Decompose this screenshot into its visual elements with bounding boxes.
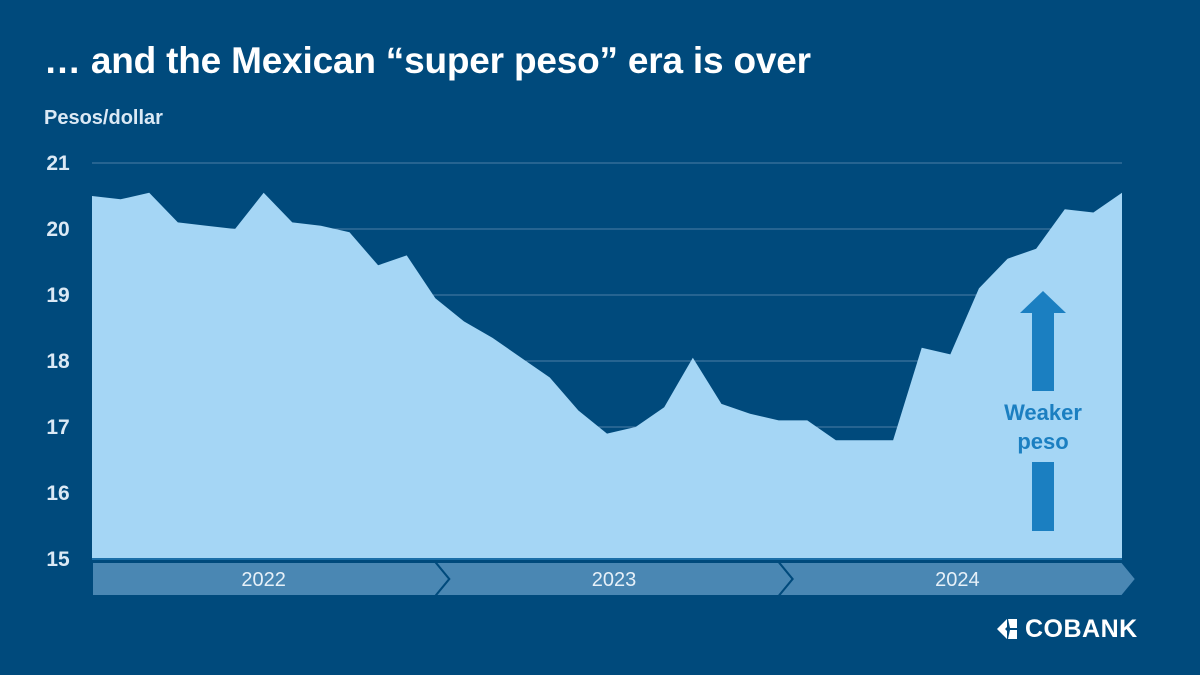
y-tick-label: 17: [46, 416, 69, 439]
arrow-head-icon: [1020, 291, 1066, 313]
y-tick-label: 15: [46, 548, 70, 571]
annotation-line2: peso: [1017, 429, 1068, 454]
year-label: 2023: [592, 569, 637, 591]
cobank-logo-text: COBANK: [1025, 614, 1138, 643]
chart-title: … and the Mexican “super peso” era is ov…: [44, 40, 811, 81]
y-tick-label: 20: [46, 218, 69, 241]
y-tick-label: 16: [46, 482, 69, 505]
year-label: 2022: [241, 569, 286, 591]
y-tick-label: 21: [46, 152, 70, 175]
y-tick-label: 18: [46, 350, 70, 373]
arrow-shaft-lower: [1032, 462, 1054, 531]
year-label: 2024: [935, 569, 980, 591]
y-axis-label: Pesos/dollar: [44, 107, 163, 129]
annotation-line1: Weaker: [1004, 400, 1082, 425]
y-tick-label: 19: [46, 284, 69, 307]
area-series: [92, 192, 1122, 559]
cobank-logo: COBANK: [994, 615, 1138, 643]
year-band: [776, 561, 1138, 597]
cobank-mark-icon: [997, 619, 1017, 639]
arrow-shaft-upper: [1032, 310, 1054, 391]
